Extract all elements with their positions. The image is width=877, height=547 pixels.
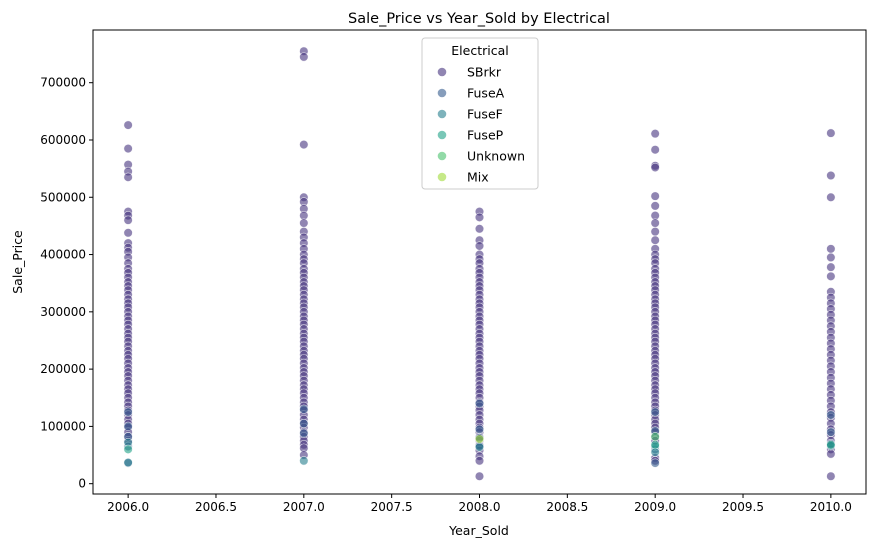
data-point-fusea	[474, 424, 485, 434]
chart-title: Sale_Price vs Year_Sold by Electrical	[348, 11, 610, 27]
y-axis-label: Sale_Price	[10, 230, 25, 294]
data-point-sbrkr	[650, 235, 660, 245]
data-point-mix	[474, 434, 485, 444]
data-point-sbrkr	[474, 241, 485, 251]
data-point-sbrkr	[826, 192, 836, 202]
data-point-sbrkr	[123, 143, 133, 154]
data-point-sbrkr	[474, 471, 485, 481]
y-tick-label: 600000	[40, 133, 86, 147]
data-point-sbrkr	[123, 120, 133, 130]
data-point-sbrkr	[826, 128, 836, 138]
data-point-sbrkr	[474, 456, 485, 466]
y-tick-label: 500000	[40, 190, 86, 204]
x-axis-label: Year_Sold	[448, 523, 509, 538]
data-point-sbrkr	[826, 252, 836, 263]
data-point-fusea	[299, 428, 309, 438]
legend-label-sbrkr: SBrkr	[467, 65, 502, 80]
data-point-sbrkr	[826, 244, 836, 254]
legend: Electrical SBrkr FuseA FuseF FuseP Unknown Mi…	[421, 37, 539, 190]
legend-frame	[421, 37, 539, 190]
legend-title: Electrical	[451, 43, 508, 58]
x-tick-label: 2009.0	[634, 500, 676, 514]
data-point-sbrkr	[650, 145, 660, 155]
y-axis: 0 100000 200000 300000 400000 500000 600000 700…	[40, 76, 93, 491]
data-point-unknown	[650, 432, 660, 442]
data-point-sbrkr	[826, 170, 836, 181]
data-point-fusep	[826, 440, 836, 450]
legend-marker-unknown	[437, 151, 447, 161]
data-point-sbrkr	[474, 212, 485, 222]
legend-marker-fusep	[437, 130, 447, 140]
data-point-fusep	[650, 440, 660, 450]
y-tick-label: 300000	[40, 305, 86, 319]
data-point-sbrkr	[299, 139, 309, 150]
legend-items: SBrkr FuseA FuseF FuseP Unknown Mix	[437, 65, 525, 185]
data-point-fusef	[474, 442, 485, 452]
data-point-sbrkr	[650, 162, 660, 173]
points-layer	[123, 46, 836, 481]
legend-label-fusep: FuseP	[467, 128, 504, 143]
data-point-fusea	[299, 404, 309, 414]
legend-marker-sbrkr	[437, 67, 447, 77]
y-tick-label: 100000	[40, 419, 86, 433]
data-point-sbrkr	[826, 449, 836, 459]
y-tick-label: 700000	[40, 76, 86, 90]
legend-marker-fusea	[437, 88, 447, 98]
data-point-sbrkr	[650, 129, 660, 139]
x-tick-label: 2006.0	[107, 500, 149, 514]
x-tick-label: 2008.5	[546, 500, 588, 514]
x-axis: 2006.0 2006.5 2007.0 2007.5 2008.0 2008.5 2009…	[107, 494, 852, 514]
data-point-fusep	[123, 444, 133, 454]
legend-label-unknown: Unknown	[467, 149, 525, 164]
data-point-sbrkr	[650, 191, 660, 201]
legend-label-mix: Mix	[467, 170, 489, 185]
x-tick-label: 2010.0	[810, 500, 852, 514]
data-point-sbrkr	[123, 228, 133, 238]
x-tick-label: 2007.5	[371, 500, 413, 514]
data-point-sbrkr	[650, 227, 660, 237]
y-tick-label: 400000	[40, 248, 86, 262]
data-point-fusea	[826, 427, 836, 437]
data-point-sbrkr	[474, 224, 485, 234]
data-point-fusea	[123, 407, 133, 417]
y-tick-label: 200000	[40, 362, 86, 376]
data-point-sbrkr	[826, 271, 836, 281]
data-point-fusef	[299, 456, 309, 466]
data-point-sbrkr	[299, 52, 309, 62]
data-point-fusea	[474, 398, 485, 409]
data-point-sbrkr	[826, 262, 836, 272]
data-point-sbrkr	[826, 471, 836, 481]
x-tick-label: 2006.5	[195, 500, 237, 514]
legend-marker-mix	[437, 172, 447, 182]
data-point-sbrkr	[123, 215, 133, 225]
x-tick-label: 2009.5	[722, 500, 764, 514]
data-point-fusea	[123, 421, 133, 432]
data-point-fusea	[650, 407, 660, 417]
y-tick-label: 0	[78, 477, 86, 491]
data-point-sbrkr	[123, 172, 133, 182]
data-point-sbrkr	[650, 218, 660, 228]
data-point-sbrkr	[299, 218, 309, 228]
x-tick-label: 2008.0	[459, 500, 501, 514]
data-point-fusea	[650, 458, 660, 468]
legend-label-fusef: FuseF	[467, 107, 503, 122]
data-point-fusea	[299, 418, 309, 429]
legend-marker-fusef	[437, 109, 447, 119]
data-point-fusea	[826, 410, 836, 420]
x-tick-label: 2007.0	[283, 500, 325, 514]
data-point-sbrkr	[650, 201, 660, 211]
legend-label-fusea: FuseA	[467, 86, 505, 101]
data-point-fusef	[123, 457, 133, 468]
